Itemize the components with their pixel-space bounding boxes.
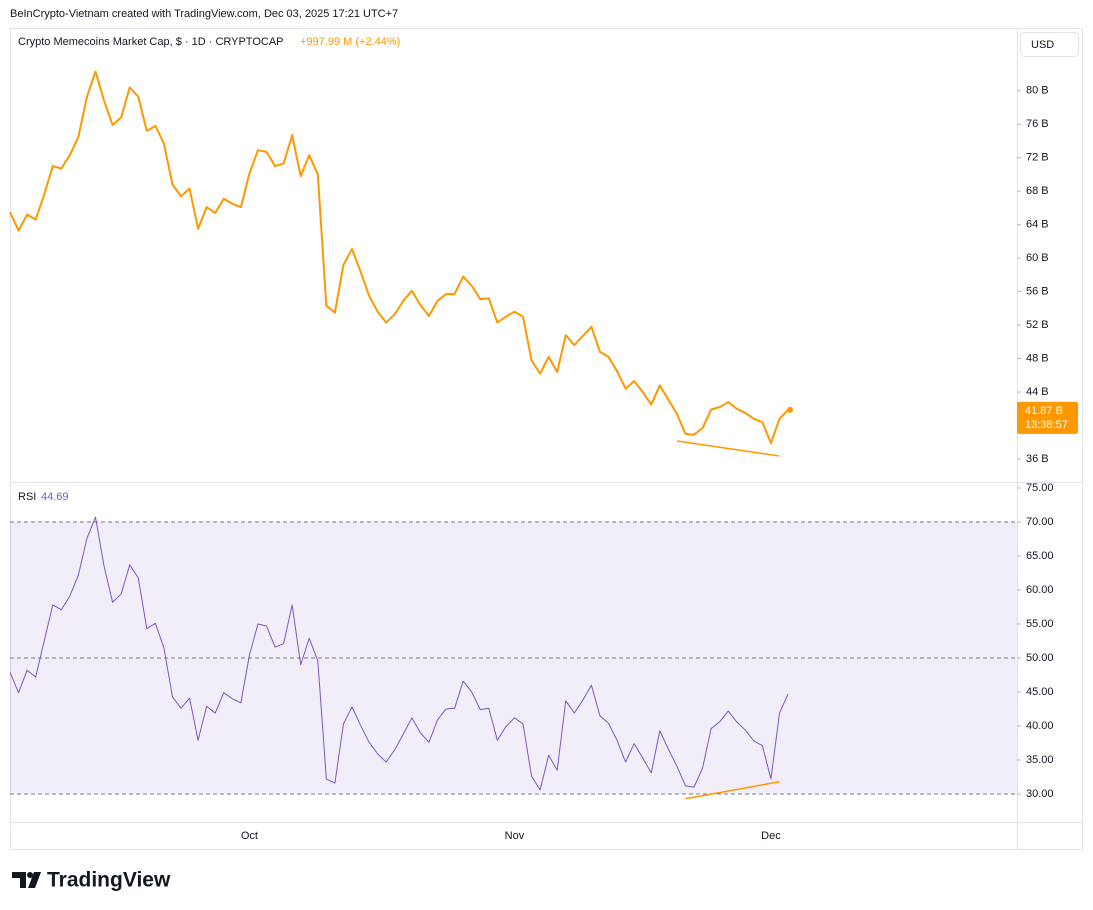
price-tag bbox=[1017, 401, 1078, 434]
y-tick-label: 60.00 bbox=[1026, 584, 1054, 596]
y-tick-label: 55.00 bbox=[1026, 618, 1054, 630]
logo-text: TradingView bbox=[47, 869, 171, 892]
y-tick-label: 44 B bbox=[1026, 386, 1049, 398]
y-tick-label: 48 B bbox=[1026, 352, 1049, 364]
rsi-title: RSI bbox=[18, 491, 36, 503]
y-tick-label: 75.00 bbox=[1026, 482, 1054, 494]
trendline bbox=[676, 440, 780, 457]
y-tick-label: 70.00 bbox=[1026, 516, 1054, 528]
series-line bbox=[9, 70, 789, 445]
trendline bbox=[685, 781, 780, 800]
y-tick-label: 68 B bbox=[1026, 185, 1049, 197]
series-change: +997.99 M (+2.44%) bbox=[300, 36, 400, 48]
chart-frame bbox=[10, 28, 1083, 850]
y-tick-label: 72 B bbox=[1026, 152, 1049, 164]
x-tick-label: Dec bbox=[761, 830, 781, 842]
currency-label: USD bbox=[1031, 39, 1054, 51]
price-tag-label: 41.87 B bbox=[1025, 405, 1063, 417]
y-tick-label: 52 B bbox=[1026, 319, 1049, 331]
currency-button[interactable] bbox=[1020, 32, 1079, 57]
x-tick-label: Nov bbox=[505, 830, 525, 842]
y-tick-label: 35.00 bbox=[1026, 754, 1054, 766]
last-point bbox=[787, 406, 794, 413]
y-tick-label: 50.00 bbox=[1026, 652, 1054, 664]
logo-icon bbox=[12, 872, 41, 888]
y-tick-label: 80 B bbox=[1026, 85, 1049, 97]
y-tick-label: 64 B bbox=[1026, 219, 1049, 231]
rsi-value: 44.69 bbox=[41, 491, 69, 503]
price-tag-countdown: 13:38:57 bbox=[1025, 419, 1068, 431]
rsi-band bbox=[10, 521, 1017, 794]
y-tick-label: 45.00 bbox=[1026, 686, 1054, 698]
credit: BeInCrypto-Vietnam created with TradingV… bbox=[10, 8, 398, 20]
x-tick-label: Oct bbox=[241, 830, 258, 842]
y-tick-label: 60 B bbox=[1026, 252, 1049, 264]
y-tick-label: 40.00 bbox=[1026, 720, 1054, 732]
chart-layer: 36 B 44 B 48 B 52 B 56 B 60 B 64 B 68 B 72 B 76 B… bbox=[9, 70, 1078, 842]
y-tick-label: 65.00 bbox=[1026, 550, 1054, 562]
y-tick-label: 36 B bbox=[1026, 453, 1049, 465]
logo-dot bbox=[27, 872, 33, 878]
logo: TradingView bbox=[12, 869, 171, 892]
series-line bbox=[9, 516, 789, 791]
series-title: Crypto Memecoins Market Cap, $ · 1D · CR… bbox=[18, 36, 284, 48]
y-tick-label: 30.00 bbox=[1026, 788, 1054, 800]
y-tick-label: 56 B bbox=[1026, 286, 1049, 298]
y-tick-label: 76 B bbox=[1026, 118, 1049, 130]
